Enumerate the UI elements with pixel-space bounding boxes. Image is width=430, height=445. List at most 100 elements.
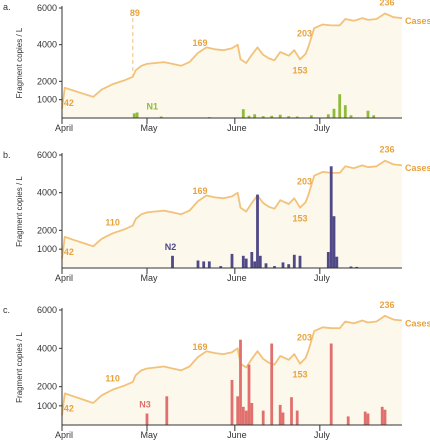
data-bar: [329, 343, 333, 425]
x-tick-label: May: [140, 123, 158, 133]
data-bar: [241, 109, 245, 118]
data-bar: [380, 406, 384, 425]
data-bar: [335, 256, 339, 268]
y-tick-label: 6000: [37, 305, 57, 315]
data-bar: [372, 115, 376, 119]
data-bar: [244, 410, 248, 425]
x-tick-label: June: [227, 123, 247, 133]
cases-annotation: 236: [379, 0, 394, 8]
cases-annotation: 169: [192, 186, 207, 196]
cases-annotation: 42: [64, 98, 74, 108]
x-tick-label: April: [55, 430, 73, 440]
data-bar: [219, 266, 223, 268]
data-bar: [287, 116, 291, 118]
cases-annotation: 169: [192, 38, 207, 48]
data-bar: [241, 255, 245, 268]
data-bar: [295, 410, 299, 425]
cases-annotation: 203: [297, 332, 312, 342]
panel-letter: a.: [3, 2, 11, 12]
data-bar: [349, 115, 353, 119]
y-tick-label: 6000: [37, 150, 57, 160]
cases-label: Cases: [405, 16, 430, 26]
y-tick-label: 2000: [37, 225, 57, 235]
cases-line: [61, 12, 403, 109]
y-tick-label: 6000: [37, 3, 57, 13]
data-bar: [250, 403, 254, 425]
y-axis-label: Fragment copies / L: [15, 27, 24, 98]
data-bar: [278, 404, 282, 425]
series-label: N2: [165, 242, 177, 252]
y-axis-label: Fragment copies / L: [15, 332, 24, 403]
data-bar: [239, 339, 242, 425]
data-bar: [236, 396, 240, 426]
x-tick-label: July: [314, 273, 331, 283]
cases-area: [62, 160, 402, 268]
y-tick-label: 1000: [37, 244, 57, 254]
x-tick-label: June: [227, 430, 247, 440]
data-bar: [261, 116, 265, 118]
data-bar: [290, 397, 293, 425]
data-bar: [326, 114, 330, 118]
x-tick-label: June: [227, 273, 247, 283]
y-tick-label: 1000: [37, 95, 57, 105]
data-bar: [383, 409, 387, 425]
data-bar: [247, 364, 251, 425]
cases-annotation: 203: [297, 29, 312, 39]
cases-annotation: 203: [297, 177, 312, 187]
y-tick-label: 4000: [37, 188, 57, 198]
cases-annotation: 169: [192, 342, 207, 352]
data-bar: [244, 258, 248, 268]
cases-annotation: 89: [130, 8, 140, 18]
cases-label: Cases: [405, 163, 430, 173]
data-bar: [329, 166, 333, 268]
data-bar: [332, 108, 336, 118]
series-label: N3: [139, 400, 151, 410]
x-tick-label: April: [55, 273, 73, 283]
data-bar: [270, 343, 274, 425]
data-bar: [230, 380, 234, 425]
data-bar: [281, 262, 285, 268]
data-bar: [264, 263, 268, 268]
data-bar: [292, 254, 296, 268]
cases-line: [61, 159, 403, 259]
series-label: N1: [146, 101, 158, 111]
data-bar: [258, 255, 262, 268]
data-bar: [145, 413, 149, 425]
data-bar: [253, 261, 257, 268]
cases-annotation: 42: [64, 403, 74, 413]
data-bar: [346, 416, 350, 425]
panel-2: b. 1000 2000 4000 6000 Fragment copies / L Apr…: [3, 145, 430, 283]
y-tick-label: 4000: [37, 343, 57, 353]
data-bar: [298, 255, 302, 268]
data-bar: [202, 261, 206, 268]
x-tick-label: July: [314, 123, 331, 133]
cases-annotation: 110: [105, 374, 120, 384]
data-bar: [261, 410, 265, 425]
y-tick-label: 2000: [37, 76, 57, 86]
data-bar: [278, 114, 282, 118]
data-bar: [326, 252, 330, 268]
data-bar: [241, 406, 245, 425]
data-bar: [309, 115, 313, 119]
data-bar: [338, 94, 342, 118]
data-bar: [135, 112, 139, 118]
cases-annotation: 153: [292, 65, 307, 75]
data-bar: [295, 116, 299, 118]
cases-line: [61, 314, 403, 416]
panel-3: c. 1000 2000 4000 6000 Fragment copies / L Apr…: [3, 300, 430, 440]
panel-letter: c.: [3, 305, 10, 315]
y-axis-label: Fragment copies / L: [15, 176, 24, 247]
data-bar: [366, 110, 370, 118]
cases-annotation: 42: [64, 247, 74, 257]
data-bar: [230, 253, 234, 268]
data-bar: [363, 411, 367, 425]
data-bar: [159, 116, 163, 118]
panel-letter: b.: [3, 150, 11, 160]
data-bar: [196, 260, 200, 268]
data-bar: [355, 266, 359, 268]
data-bar: [366, 413, 370, 425]
data-bar: [343, 105, 347, 118]
data-bar: [247, 115, 251, 118]
data-bar: [171, 255, 174, 268]
data-bar: [207, 261, 211, 268]
